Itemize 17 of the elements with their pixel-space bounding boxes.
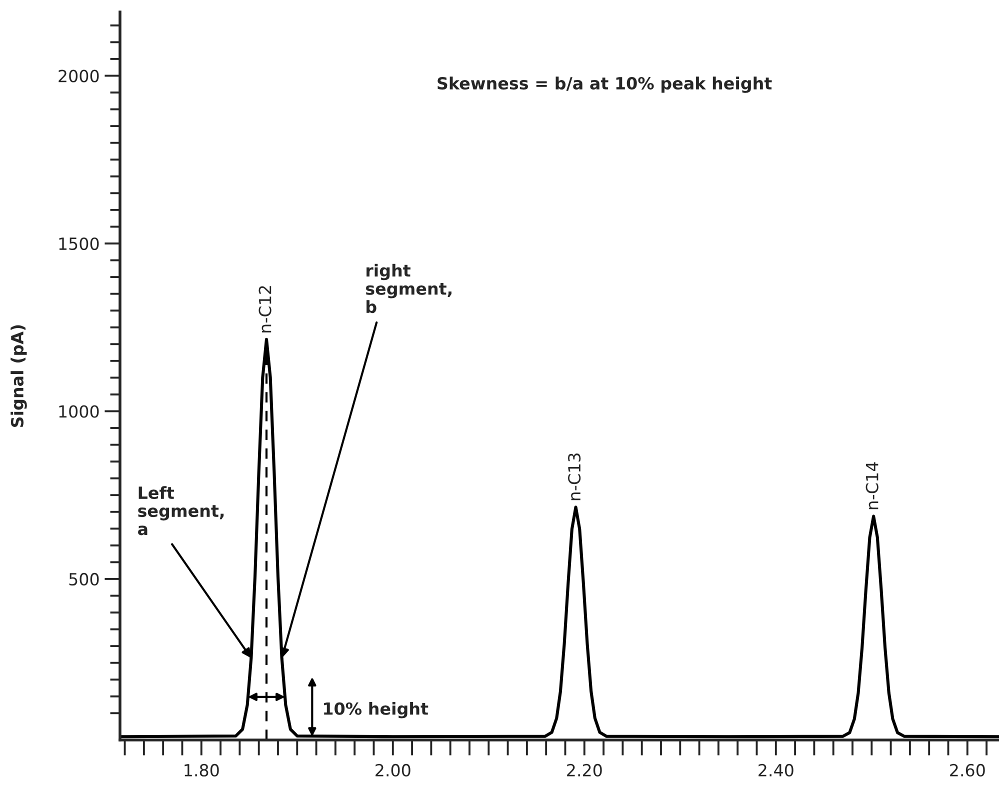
annotation: n-C13 — [568, 454, 581, 500]
x-tick-label: 1.80 — [184, 764, 219, 777]
annotation: n-C12 — [258, 286, 272, 332]
x-tick-label: 2.00 — [376, 764, 410, 777]
x-tick-label: 2.20 — [567, 764, 602, 777]
x-tick-label: 2.40 — [758, 764, 794, 777]
y-tick-label: 1000 — [59, 405, 99, 418]
x-tick-label: 2.60 — [950, 764, 985, 777]
y-tick-label: 2000 — [58, 70, 99, 82]
annotation: right segment, b — [366, 264, 452, 314]
annotation: Skewness = b/a at 10% peak height — [438, 76, 772, 93]
y-tick-label: 500 — [69, 572, 99, 586]
annotation: Left segment, a — [138, 486, 224, 536]
annotation: 10% height — [324, 702, 428, 718]
annotation: n-C14 — [866, 462, 878, 510]
y-axis-title: Signal (pA) — [10, 325, 27, 427]
y-tick-label: 1500 — [59, 237, 99, 250]
